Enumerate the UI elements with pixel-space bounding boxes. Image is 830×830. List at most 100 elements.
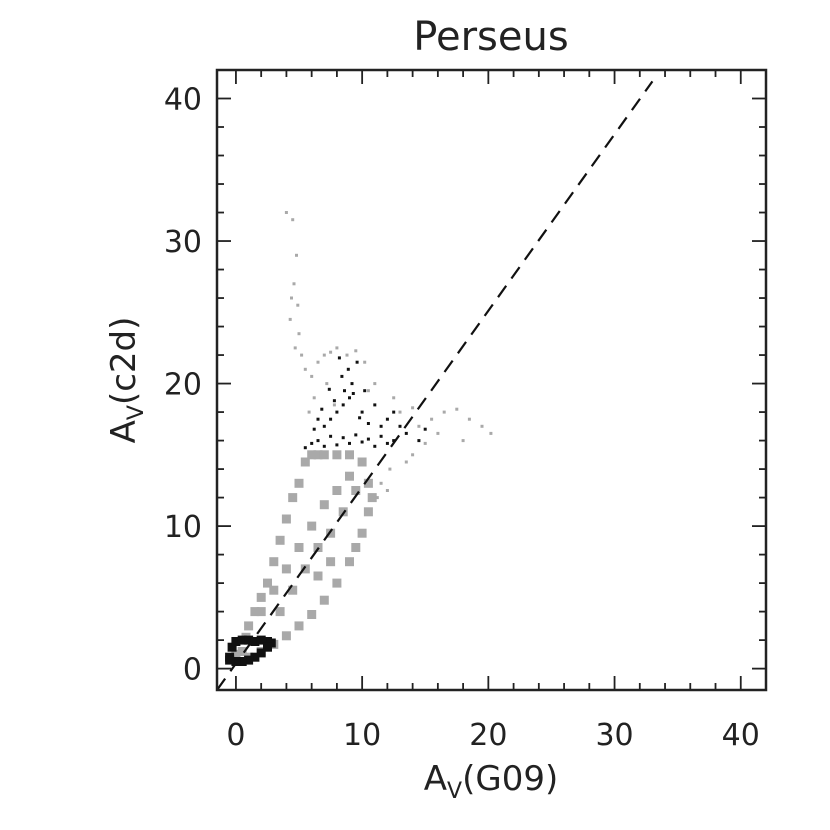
- data-point-black-scatter-37: [355, 360, 359, 364]
- data-point-black-scatter-13: [385, 441, 389, 445]
- data-point-black-scatter-9: [360, 440, 364, 444]
- data-point-gray-dense-band-27: [307, 610, 317, 619]
- data-point-black-dense-band-3: [237, 635, 247, 645]
- data-point-gray-dense-band-37: [294, 543, 304, 552]
- data-point-black-scatter-43: [423, 427, 427, 431]
- data-point-gray-scatter-17: [354, 349, 358, 353]
- data-point-black-scatter-26: [360, 410, 364, 414]
- data-point-gray-dense-band-5: [256, 592, 266, 602]
- data-point-gray-scatter-19: [325, 382, 329, 386]
- data-point-gray-dense-band-46: [351, 486, 361, 495]
- chart-title: Perseus: [413, 14, 568, 60]
- data-point-black-dense-band-4: [244, 635, 254, 645]
- data-point-black-scatter-23: [346, 367, 350, 371]
- data-point-gray-scatter-2: [295, 253, 298, 257]
- data-point-black-dense-band-1: [227, 642, 237, 652]
- data-point-gray-scatter-8: [293, 346, 297, 350]
- data-point-gray-scatter-18: [363, 360, 367, 364]
- data-point-gray-dense-band-41: [345, 471, 354, 481]
- data-point-gray-dense-band-28: [294, 621, 304, 631]
- data-point-gray-scatter-35: [461, 439, 465, 443]
- data-point-gray-scatter-30: [442, 410, 446, 414]
- data-point-black-scatter-19: [348, 396, 351, 400]
- data-point-black-scatter-38: [337, 356, 341, 360]
- data-point-black-scatter-40: [320, 407, 324, 411]
- data-point-black-scatter-35: [373, 403, 377, 407]
- data-point-gray-scatter-34: [489, 431, 493, 435]
- data-point-black-scatter-4: [329, 434, 333, 438]
- data-point-black-scatter-27: [366, 422, 370, 425]
- y-axis-label: AV(c2d): [104, 317, 149, 444]
- data-point-gray-dense-band-14: [313, 450, 323, 460]
- data-point-gray-scatter-41: [379, 481, 383, 485]
- data-point-gray-scatter-23: [366, 389, 370, 393]
- data-point-gray-scatter-28: [417, 424, 421, 428]
- data-point-black-scatter-42: [417, 439, 421, 443]
- data-point-black-scatter-11: [373, 444, 377, 448]
- reference-dashed-line: [216, 80, 654, 691]
- y-tick-label-10: 10: [164, 510, 202, 545]
- data-point-gray-dense-band-4: [250, 607, 260, 617]
- data-point-black-scatter-32: [385, 417, 389, 421]
- data-point-black-scatter-25: [332, 399, 336, 403]
- data-point-gray-scatter-10: [303, 367, 307, 371]
- y-axis-label-suffix: (c2d): [104, 317, 144, 405]
- data-point-black-scatter-24: [351, 392, 355, 395]
- data-point-black-scatter-10: [366, 437, 370, 441]
- data-point-black-scatter-3: [322, 444, 326, 448]
- data-point-gray-dense-band-39: [319, 500, 329, 510]
- data-point-gray-scatter-0: [284, 211, 288, 214]
- data-point-gray-dense-band-22: [357, 528, 367, 538]
- data-point-black-scatter-5: [335, 443, 339, 447]
- data-point-black-dense-band-12: [244, 655, 254, 665]
- data-point-gray-scatter-6: [288, 317, 292, 321]
- data-point-black-dense-band-15: [225, 655, 235, 665]
- data-point-black-dense-band-11: [250, 652, 260, 662]
- x-axis-label: AV(G09): [424, 759, 558, 804]
- data-point-gray-scatter-32: [467, 417, 471, 421]
- data-point-black-scatter-36: [363, 389, 367, 393]
- data-point-gray-scatter-13: [322, 353, 326, 357]
- data-point-gray-dense-band-49: [313, 571, 323, 581]
- data-point-gray-dense-band-24: [345, 557, 354, 567]
- data-point-black-dense-band-13: [237, 657, 247, 666]
- data-point-gray-dense-band-34: [256, 607, 266, 617]
- data-point-gray-dense-band-23: [351, 543, 361, 552]
- y-tick-label-20: 20: [164, 368, 202, 403]
- x-tick-label-0: 0: [226, 718, 245, 753]
- data-point-gray-dense-band-44: [326, 528, 336, 538]
- data-point-gray-dense-band-12: [300, 457, 310, 467]
- data-point-gray-dense-band-42: [300, 564, 310, 574]
- data-point-gray-dense-band-10: [288, 493, 298, 503]
- data-point-gray-dense-band-21: [363, 507, 373, 517]
- data-point-gray-dense-band-25: [332, 578, 342, 588]
- data-point-gray-scatter-3: [292, 282, 296, 286]
- data-point-black-scatter-15: [322, 424, 326, 428]
- data-point-gray-dense-band-6: [263, 578, 272, 588]
- data-point-gray-scatter-25: [392, 396, 396, 400]
- data-point-black-scatter-41: [404, 431, 408, 435]
- data-point-black-scatter-0: [303, 446, 307, 450]
- data-point-gray-dense-band-40: [332, 486, 342, 495]
- data-point-gray-dense-band-16: [332, 450, 342, 460]
- data-point-gray-scatter-43: [375, 496, 379, 500]
- data-point-gray-scatter-16: [345, 353, 349, 357]
- data-point-black-dense-band-2: [231, 637, 241, 646]
- data-point-black-scatter-28: [358, 416, 362, 420]
- data-point-gray-scatter-29: [430, 417, 434, 421]
- data-point-gray-dense-band-19: [363, 478, 373, 488]
- data-point-black-scatter-29: [316, 417, 320, 421]
- data-point-gray-scatter-37: [423, 441, 427, 445]
- data-point-black-scatter-33: [392, 410, 396, 414]
- data-point-gray-dense-band-20: [367, 493, 377, 503]
- y-tick-label-0: 0: [183, 653, 202, 688]
- data-point-gray-scatter-24: [373, 382, 377, 386]
- y-axis-label-main: A: [104, 420, 144, 443]
- data-point-gray-dense-band-1: [237, 647, 247, 656]
- data-point-gray-scatter-11: [310, 374, 314, 378]
- data-point-black-dense-band-14: [231, 657, 241, 666]
- data-point-gray-scatter-1: [291, 218, 295, 222]
- data-point-gray-dense-band-47: [275, 607, 285, 617]
